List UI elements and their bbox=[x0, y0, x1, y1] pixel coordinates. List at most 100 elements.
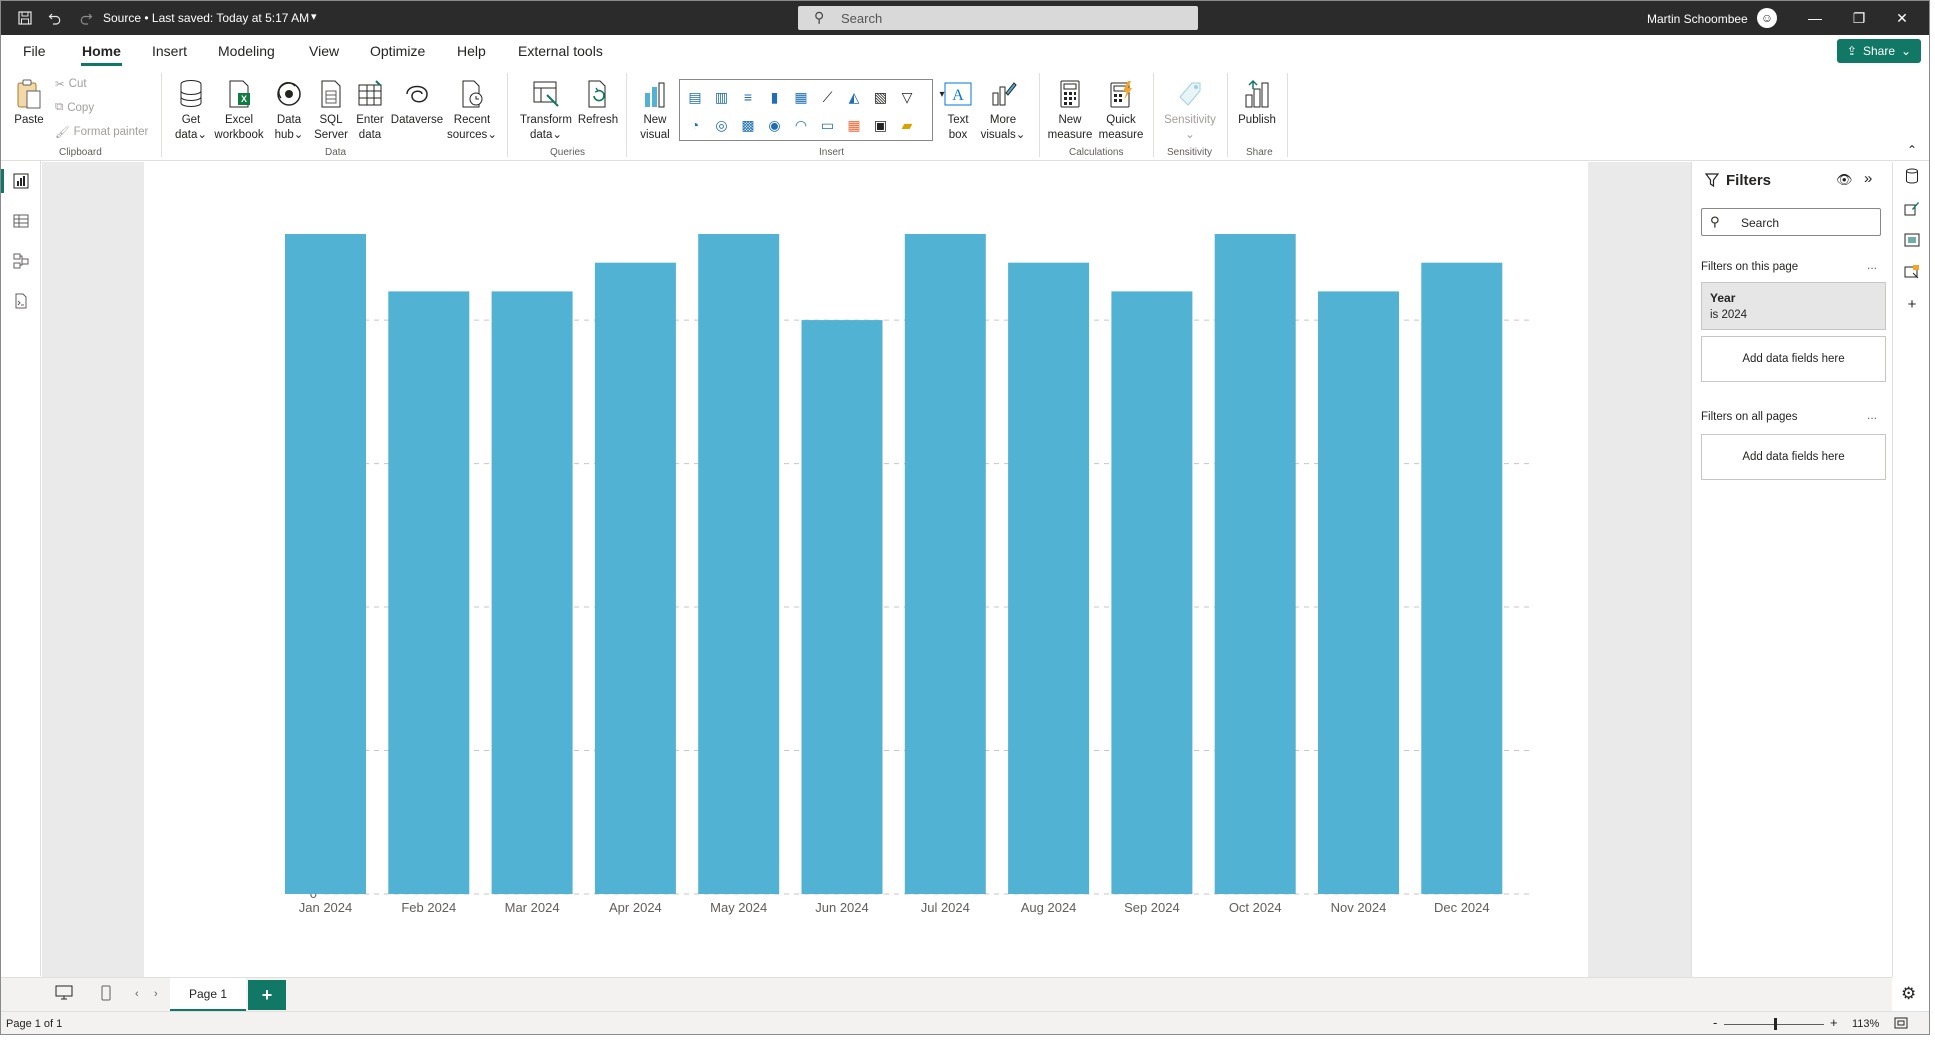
waterfall-icon[interactable]: ▧ bbox=[873, 88, 888, 105]
desktop-layout-icon[interactable] bbox=[55, 985, 73, 1005]
ribbon-chart-icon[interactable]: ▦ bbox=[794, 88, 808, 105]
card-icon[interactable]: ▭ bbox=[820, 116, 835, 133]
avatar[interactable]: ☺ bbox=[1757, 8, 1777, 28]
tab-modeling[interactable]: Modeling bbox=[218, 43, 275, 59]
dax-query-view-icon[interactable] bbox=[10, 290, 32, 312]
more-options-icon[interactable]: ... bbox=[1867, 258, 1878, 272]
tab-help[interactable]: Help bbox=[457, 43, 486, 59]
restore-icon[interactable]: ❐ bbox=[1852, 9, 1866, 26]
settings-gear-icon[interactable]: ⚙ bbox=[1901, 984, 1917, 1003]
chevron-down-icon[interactable]: ▾ bbox=[311, 11, 317, 23]
bar[interactable] bbox=[698, 234, 780, 894]
clustered-column-icon[interactable]: ▮ bbox=[770, 88, 779, 105]
new-measure-button[interactable]: New measure bbox=[1045, 75, 1095, 143]
clustered-bar-icon[interactable]: ≡ bbox=[743, 89, 753, 105]
dataverse-button[interactable]: Dataverse bbox=[389, 75, 445, 128]
page-tab-page-1[interactable]: Page 1 bbox=[170, 978, 246, 1012]
matrix-icon[interactable]: ▦ bbox=[847, 116, 861, 133]
refresh-button[interactable]: Refresh bbox=[575, 75, 621, 128]
stacked-column-icon[interactable]: ▥ bbox=[714, 88, 729, 105]
model-view-icon[interactable] bbox=[10, 250, 32, 272]
publish-button[interactable]: Publish bbox=[1233, 75, 1281, 128]
format-painter-button[interactable]: 🖌 Format painter bbox=[55, 125, 148, 139]
undo-icon[interactable] bbox=[45, 8, 65, 28]
gauge-icon[interactable]: ◠ bbox=[794, 116, 808, 133]
bar[interactable] bbox=[388, 291, 470, 894]
funnel-icon[interactable]: ▽ bbox=[901, 88, 913, 105]
tab-insert[interactable]: Insert bbox=[152, 43, 188, 59]
report-view-icon[interactable] bbox=[10, 170, 32, 192]
sensitivity-button[interactable]: Sensitivity ⌄ bbox=[1159, 75, 1221, 143]
transform-data-button[interactable]: Transform data⌄ bbox=[517, 75, 575, 143]
add-pane-icon[interactable]: + bbox=[1907, 295, 1917, 313]
bar[interactable] bbox=[491, 291, 573, 894]
recent-sources-button[interactable]: Recent sources⌄ bbox=[447, 75, 497, 143]
kpi-icon[interactable]: ▰ bbox=[901, 116, 913, 133]
bar[interactable] bbox=[1214, 234, 1296, 894]
add-data-fields-page[interactable]: Add data fields here bbox=[1701, 336, 1886, 382]
format-pane-icon[interactable] bbox=[1902, 198, 1922, 218]
map-icon[interactable]: ◉ bbox=[768, 116, 781, 133]
cut-button[interactable]: ✂ Cut bbox=[55, 77, 87, 91]
pie-chart-icon[interactable]: ◔ bbox=[690, 117, 700, 133]
gallery-expand-button[interactable]: ▾ bbox=[937, 87, 947, 102]
bar[interactable] bbox=[1008, 262, 1090, 894]
line-chart-icon[interactable]: ⟋ bbox=[822, 88, 833, 105]
stacked-bar-icon[interactable]: ▤ bbox=[688, 88, 702, 105]
bar[interactable] bbox=[1318, 291, 1399, 894]
tab-file[interactable]: File bbox=[23, 43, 46, 59]
bar[interactable] bbox=[904, 234, 986, 894]
year-filter-card[interactable]: Year is 2024 bbox=[1701, 282, 1886, 330]
chevron-left-icon[interactable]: ‹ bbox=[135, 988, 139, 1000]
data-pane-icon[interactable] bbox=[1902, 166, 1922, 186]
tab-view[interactable]: View bbox=[309, 43, 340, 59]
fit-to-page-icon[interactable] bbox=[1894, 1017, 1908, 1032]
more-visuals-button[interactable]: More visuals⌄ bbox=[977, 75, 1029, 143]
zoom-slider-thumb[interactable] bbox=[1774, 1018, 1777, 1030]
enter-data-button[interactable]: Enter data bbox=[353, 75, 387, 143]
paste-button[interactable]: Paste bbox=[11, 75, 47, 128]
donut-chart-icon[interactable]: ◎ bbox=[715, 116, 728, 133]
redo-icon[interactable] bbox=[76, 8, 96, 28]
visuals-gallery[interactable]: ▤ ▥ ≡ ▮ ▦ ⟋ ◭ ▧ ▽ ◔ ◎ ▩ ◉ ◠ ▭ ▦ ▣ ▰ bbox=[679, 79, 933, 141]
excel-workbook-button[interactable]: X Excel workbook bbox=[213, 75, 265, 143]
tab-optimize[interactable]: Optimize bbox=[370, 43, 426, 59]
mobile-layout-icon[interactable] bbox=[101, 985, 111, 1005]
close-icon[interactable]: ✕ bbox=[1896, 9, 1908, 26]
add-page-button[interactable]: + bbox=[248, 980, 286, 1010]
more-options-icon[interactable]: ... bbox=[1867, 408, 1878, 422]
save-icon[interactable] bbox=[15, 8, 35, 28]
bar[interactable] bbox=[1421, 262, 1503, 894]
text-box-button[interactable]: A Text box bbox=[939, 75, 977, 143]
bar[interactable] bbox=[594, 262, 676, 894]
document-title[interactable]: Source • Last saved: Today at 5:17 AM bbox=[103, 11, 310, 25]
add-data-fields-all[interactable]: Add data fields here bbox=[1701, 434, 1886, 480]
sql-server-button[interactable]: SQL Server bbox=[311, 75, 351, 143]
selection-pane-icon[interactable] bbox=[1902, 262, 1922, 282]
table-view-icon[interactable] bbox=[10, 210, 32, 232]
data-hub-button[interactable]: Data hub⌄ bbox=[269, 75, 309, 143]
new-visual-button[interactable]: New visual bbox=[635, 75, 675, 143]
bar[interactable] bbox=[285, 234, 366, 894]
minimize-icon[interactable]: — bbox=[1808, 10, 1822, 26]
zoom-out-icon[interactable]: - bbox=[1713, 1015, 1718, 1030]
collapse-ribbon-icon[interactable]: ⌃ bbox=[1907, 143, 1918, 157]
treemap-icon[interactable]: ▩ bbox=[741, 116, 755, 133]
bookmarks-pane-icon[interactable] bbox=[1902, 230, 1922, 250]
copy-button[interactable]: ⧉ Copy bbox=[55, 101, 94, 114]
filter-search-input[interactable]: ⚲ Search bbox=[1701, 208, 1881, 236]
area-chart-icon[interactable]: ◭ bbox=[848, 88, 860, 105]
tab-external-tools[interactable]: External tools bbox=[518, 43, 603, 59]
bar[interactable] bbox=[1111, 291, 1193, 894]
get-data-button[interactable]: Get data⌄ bbox=[171, 75, 211, 143]
eye-icon[interactable]: 👁 bbox=[1836, 172, 1853, 187]
user-name[interactable]: Martin Schoombee bbox=[1647, 12, 1748, 26]
chevron-double-right-icon[interactable]: » bbox=[1864, 170, 1873, 187]
slicer-icon[interactable]: ▣ bbox=[873, 116, 888, 133]
share-button[interactable]: ⇪ Share ⌄ bbox=[1837, 39, 1921, 63]
chevron-right-icon[interactable]: › bbox=[154, 988, 158, 1000]
tab-home[interactable]: Home bbox=[82, 43, 121, 59]
search-input[interactable]: ⚲ Search bbox=[798, 6, 1198, 30]
